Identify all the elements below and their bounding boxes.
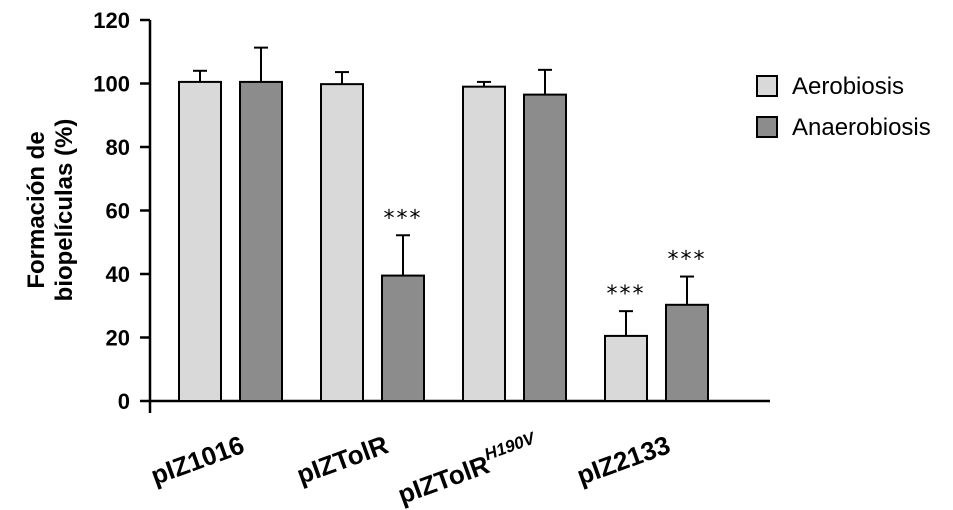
x-tick-label: pIZTolRH190V — [393, 428, 544, 510]
y-tick-label: 100 — [93, 72, 130, 97]
bars: *** *** *** — [178, 46, 709, 403]
x-tick-label: pIZTolR — [293, 429, 393, 490]
bar — [320, 83, 364, 402]
y-tick-label: 0 — [118, 389, 130, 414]
y-tick-label: 60 — [106, 199, 130, 224]
y-tick-label: 20 — [106, 326, 130, 351]
legend-label: Anaerobiosis — [792, 114, 931, 141]
bar — [523, 93, 567, 403]
legend-swatch — [756, 75, 778, 97]
legend-swatch — [756, 116, 778, 138]
legend: Aerobiosis Anaerobiosis — [756, 73, 931, 141]
bar — [381, 274, 425, 402]
significance-marker: *** — [607, 282, 646, 307]
significance-marker: *** — [668, 248, 707, 273]
y-tick-label: 80 — [106, 135, 130, 160]
y-axis-label-line-1: Formación de — [23, 131, 50, 288]
bar — [604, 334, 648, 403]
legend-label: Aerobiosis — [792, 73, 904, 100]
x-tick-label: pIZ1016 — [147, 429, 248, 490]
y-axis-label-line-2: biopelículas (%) — [51, 119, 78, 302]
bar — [665, 303, 709, 402]
significance-marker: *** — [384, 206, 423, 231]
bar — [462, 85, 506, 403]
x-tick-label: pIZ2133 — [573, 429, 674, 490]
y-axis-label: Formación de biopelículas (%) — [23, 119, 78, 302]
x-axis-tick-labels: pIZ1016 pIZTolR pIZTolRH190V pIZ2133 — [147, 428, 674, 510]
y-tick-label: 40 — [106, 262, 130, 287]
y-tick-label: 120 — [93, 8, 130, 33]
bar — [178, 80, 222, 402]
bar — [239, 80, 283, 402]
